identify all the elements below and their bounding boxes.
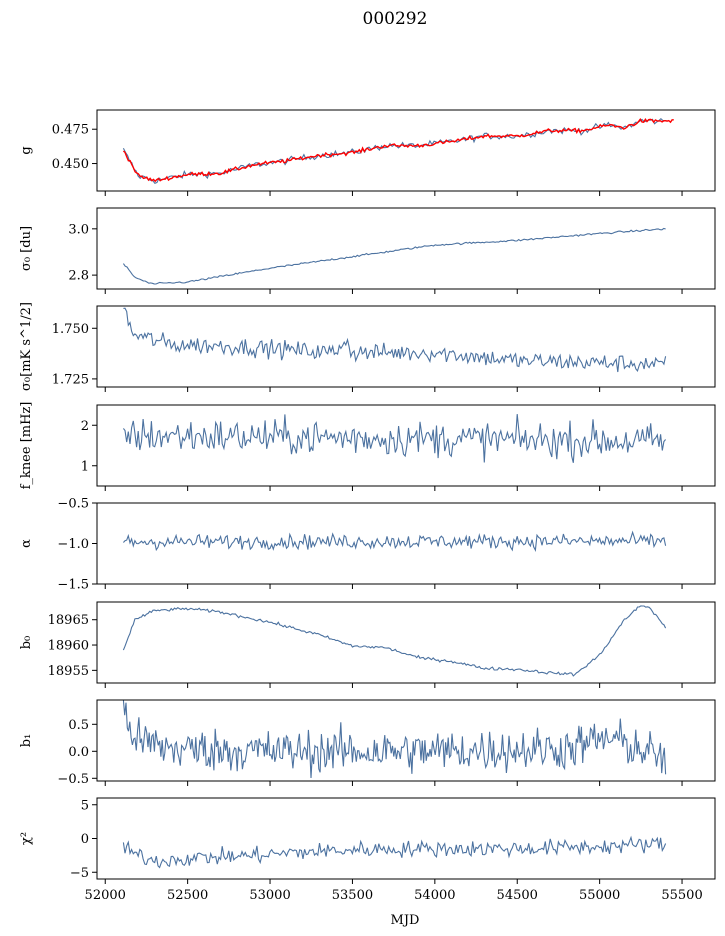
panels: 0.450 0.475 g 2.8 3.0 σ₀ [du] 1.725 1.750 σ₀[mK … xyxy=(19,109,716,903)
fknee-series-1 xyxy=(122,414,667,463)
b0-axes-frame xyxy=(96,601,716,684)
x-tick-label: 54500 xyxy=(497,888,538,903)
b1-ytick-label: −0.5 xyxy=(57,772,89,787)
sigma0_du-y-axis-label: σ₀ [du] xyxy=(19,226,34,271)
x-tick-label: 54000 xyxy=(414,888,455,903)
chi2-y-axis-label: χ² xyxy=(19,832,34,845)
g-axes-frame xyxy=(96,109,716,192)
alpha-series-1 xyxy=(122,530,667,552)
sigma0_mks-axes-frame xyxy=(96,305,716,388)
b1-series-1 xyxy=(122,699,667,779)
x-tick-label: 53000 xyxy=(249,888,290,903)
sigma0_mks-ytick-label: 1.750 xyxy=(52,322,89,337)
alpha-y-axis-label: α xyxy=(19,539,34,548)
fknee-ytick-label: 1 xyxy=(81,459,89,474)
fknee-ytick-label: 2 xyxy=(81,419,89,434)
b1-y-axis-label: b₁ xyxy=(19,734,34,748)
sigma0_mks-y-axis-label: σ₀[mK s^1/2] xyxy=(19,302,34,391)
g-ytick-label: 0.450 xyxy=(52,157,89,172)
sigma0_mks-ytick-label: 1.725 xyxy=(52,372,89,387)
x-tick-label: 52000 xyxy=(85,888,126,903)
g-y-axis-label: g xyxy=(19,146,34,154)
x-tick-label: 55500 xyxy=(661,888,702,903)
fknee-y-axis-label: f_knee [mHz] xyxy=(19,402,34,490)
alpha-axes-frame xyxy=(96,502,716,585)
b1-ytick-label: 0.5 xyxy=(68,718,89,733)
b0-series-1 xyxy=(122,605,667,677)
chi2-series-1 xyxy=(122,835,667,869)
b0-y-axis-label: b₀ xyxy=(19,636,34,650)
x-tick-label: 53500 xyxy=(332,888,373,903)
sigma0_mks-series-1 xyxy=(123,307,667,373)
b1-ytick-label: 0.0 xyxy=(68,745,89,760)
x-tick-label: 55000 xyxy=(579,888,620,903)
chi2-axes-frame xyxy=(96,797,716,880)
x-axis-label: MJD xyxy=(391,913,420,928)
b0-ytick-label: 18960 xyxy=(48,639,89,654)
alpha-ytick-label: −1.0 xyxy=(57,537,89,552)
g-series-2 xyxy=(122,117,674,183)
chi2-ytick-label: 0 xyxy=(81,832,89,847)
sigma0_du-ytick-label: 3.0 xyxy=(68,222,89,237)
chi2-ytick-label: 5 xyxy=(81,798,89,813)
alpha-ytick-label: −1.5 xyxy=(57,578,89,593)
alpha-ytick-label: −0.5 xyxy=(57,497,89,512)
b0-ytick-label: 18955 xyxy=(48,664,89,679)
g-ytick-label: 0.475 xyxy=(52,123,89,138)
sigma0_du-axes-frame xyxy=(96,207,716,290)
b1-axes-frame xyxy=(96,699,716,782)
b0-ytick-label: 18965 xyxy=(48,613,89,628)
figure-title: 000292 xyxy=(363,9,428,29)
fknee-axes-frame xyxy=(96,404,716,487)
g-series-1 xyxy=(122,117,668,184)
sigma0_du-series-1 xyxy=(122,227,666,285)
chi2-ytick-label: −5 xyxy=(70,866,89,881)
sigma0_du-ytick-label: 2.8 xyxy=(68,269,89,284)
x-tick-label: 52500 xyxy=(167,888,208,903)
